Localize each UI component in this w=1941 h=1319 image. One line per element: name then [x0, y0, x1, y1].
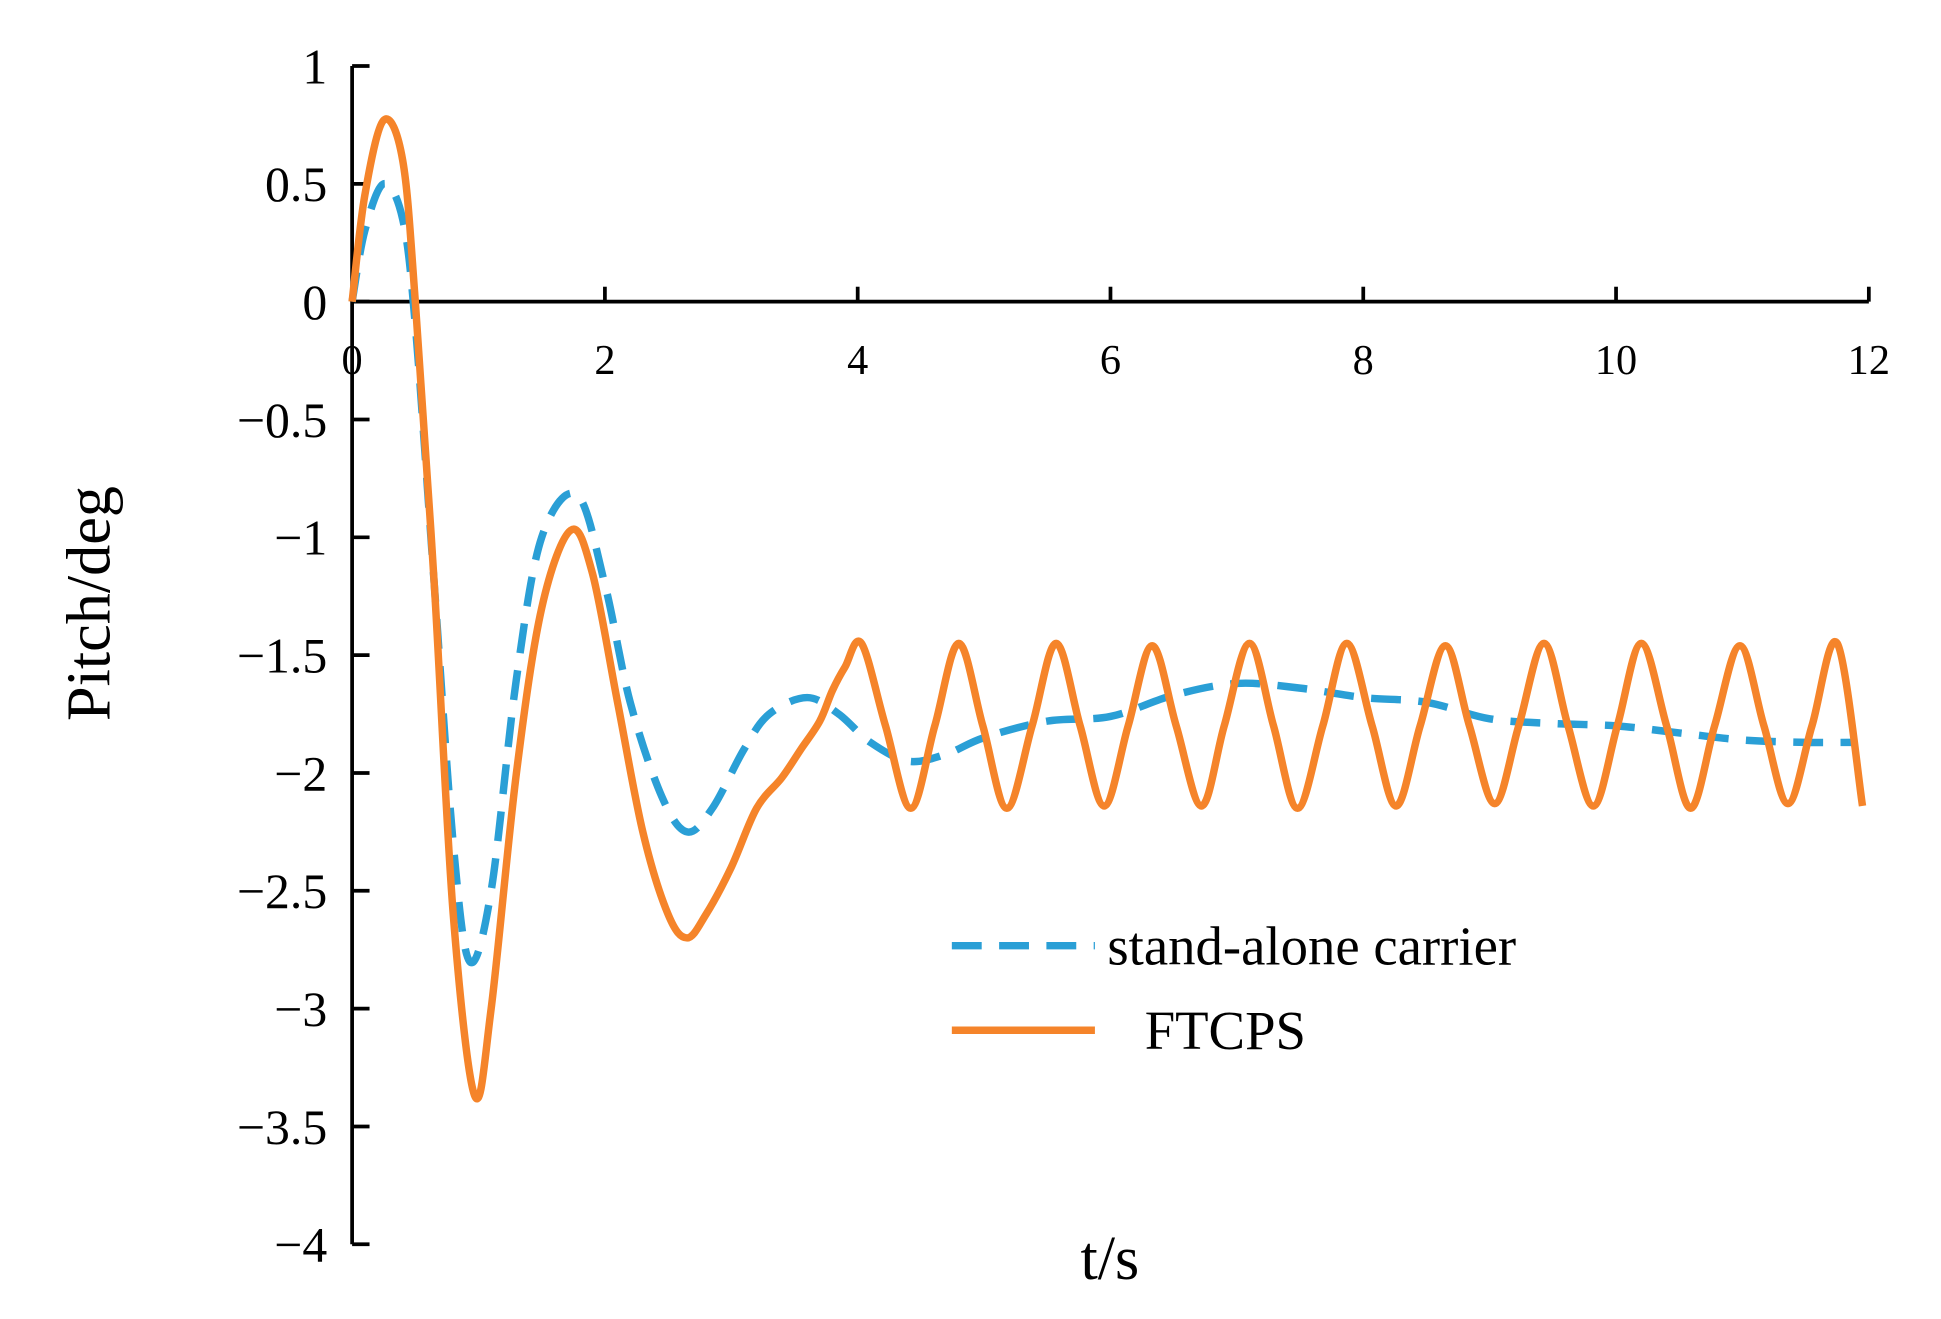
y-tick-label: −0.5	[237, 393, 327, 448]
y-tick-label: −3	[274, 982, 327, 1037]
y-tick-label: −2	[274, 746, 327, 801]
x-axis-title: t/s	[1080, 1225, 1139, 1293]
y-tick-label: 0	[302, 275, 327, 330]
y-tick-label: −2.5	[237, 864, 327, 919]
x-tick-label: 2	[594, 337, 615, 384]
y-tick-label: −1	[274, 511, 327, 566]
x-tick-label: 4	[847, 337, 868, 384]
y-tick-label: −3.5	[237, 1100, 327, 1155]
y-axis-title: Pitch/deg	[55, 486, 123, 721]
y-tick-label: 0.5	[265, 157, 327, 212]
x-tick-label: 0	[342, 337, 363, 384]
legend-label: FTCPS	[1145, 1000, 1306, 1061]
x-tick-label: 8	[1353, 337, 1374, 384]
y-tick-label: −4	[274, 1218, 327, 1273]
x-tick-label: 10	[1595, 337, 1637, 384]
y-tick-label: 1	[302, 39, 327, 94]
x-tick-label: 12	[1848, 337, 1890, 384]
series-line	[348, 115, 1867, 1103]
legend-label: stand-alone carrier	[1107, 915, 1516, 976]
x-tick-label: 6	[1100, 337, 1121, 384]
y-tick-label: −1.5	[237, 629, 327, 684]
